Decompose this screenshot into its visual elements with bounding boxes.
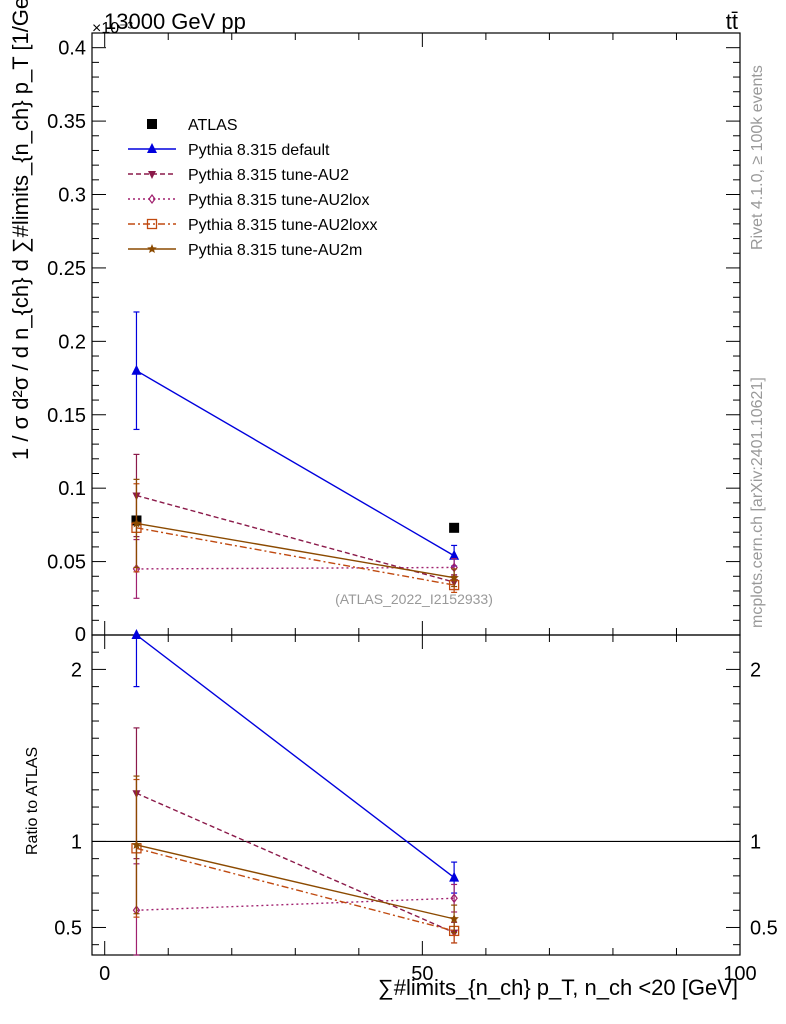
legend-entry-atlas: ATLAS [147,117,238,134]
legend-marker-au2m [147,244,157,253]
series-au2m [131,775,459,934]
ratio-y-ticks: 0.5 0.5 1 1 2 2 [54,651,778,946]
legend: ATLAS Pythia 8.315 default Pythia 8.315 tu… [128,117,377,259]
series-au2loxx [131,778,460,944]
legend-marker-atlas [147,119,157,129]
x-tick-label: 50 [411,963,433,985]
series-au2m [131,478,459,588]
series-au2 [132,453,459,591]
legend-entry-au2: Pythia 8.315 tune-AU2 [128,167,349,184]
legend-marker-au2loxx [146,218,158,230]
legend-label-atlas: ATLAS [188,117,238,134]
series-line-au2m [136,844,455,920]
data-point-default [131,629,142,639]
x-tick-label: 0 [99,963,110,985]
legend-marker-au2 [148,171,156,179]
legend-label-default: Pythia 8.315 default [188,142,330,159]
data-point-au2m [449,572,459,582]
data-point-atlas [449,522,460,533]
main-y-tick-label: 0.1 [58,478,86,500]
data-point-au2m [131,518,142,528]
main-y-tick-label: 0.35 [47,111,86,133]
data-point-default [449,871,460,882]
ratio-y-tick-label: 1 [71,831,82,853]
y-exponent-label: ×10⁻³ [92,20,134,37]
mcplots-label: mcplots.cern.ch [arXiv:2401.10621] [749,377,766,628]
main-y-tick-label: 0.15 [47,405,86,427]
legend-marker-au2lox [148,194,156,204]
main-y-tick-label: 0.05 [47,552,86,574]
legend-label-au2: Pythia 8.315 tune-AU2 [188,167,349,184]
ratio-y-tick-label-right: 1 [750,831,761,853]
series-line-default [136,370,455,557]
series-line-au2 [136,494,455,583]
x-axis-title: ∑#limits_{n_ch} p_T, n_ch <20 [GeV] [378,975,738,1000]
ratio-series-group [131,629,460,956]
main-y-zero-label: 0 [75,624,86,646]
legend-marker-default [147,143,157,153]
main-series-group [131,311,460,599]
main-y-ticks: 0.05 0.1 0.15 0.2 0.25 0.3 0.35 0.4 0 [47,38,740,646]
x-tick-label: 100 [723,963,756,985]
legend-label-au2loxx: Pythia 8.315 tune-AU2loxx [188,217,377,234]
legend-label-au2lox: Pythia 8.315 tune-AU2lox [188,192,369,209]
series-line-au2loxx [136,527,455,586]
main-y-tick-label: 0.25 [47,258,86,280]
series-line-default [136,634,455,879]
series-au2lox [132,863,458,956]
legend-entry-au2lox: Pythia 8.315 tune-AU2lox [128,192,369,209]
main-y-tick-label: 0.4 [58,38,86,60]
series-au2 [132,727,459,944]
legend-entry-au2m: Pythia 8.315 tune-AU2m [128,242,362,259]
ratio-y-tick-label: 2 [71,659,82,681]
data-point-au2m [449,913,459,923]
main-y-tick-label: 0.2 [58,331,86,353]
legend-label-au2m: Pythia 8.315 tune-AU2m [188,242,362,259]
x-ticks: 0 50 100 [99,33,757,985]
data-point-default [131,364,142,375]
data-point-au2lox [450,893,458,904]
series-line-au2 [136,792,455,934]
legend-entry-au2loxx: Pythia 8.315 tune-AU2loxx [128,217,377,234]
main-y-tick-label: 0.3 [58,185,86,207]
series-line-au2loxx [136,847,455,932]
series-line-au2lox [136,566,455,570]
series-au2loxx [131,483,460,594]
ratio-y-tick-label-right: 0.5 [750,917,778,939]
series-default [131,311,460,567]
data-point-au2m [131,839,142,849]
plot-title-left: 13000 GeV pp [104,9,246,34]
analysis-watermark: (ATLAS_2022_I2152933) [335,591,493,607]
series-default [131,629,460,894]
ratio-panel-frame [91,634,741,956]
main-y-axis-title: 1 / σ d²σ / d n_{ch} d ∑#limits_{n_ch} p… [8,0,33,460]
legend-entry-default: Pythia 8.315 default [128,142,330,159]
ratio-y-tick-label: 0.5 [54,917,82,939]
series-line-au2m [136,522,455,579]
plot-title-right: tt̄ [726,9,738,34]
series-au2lox [132,538,458,599]
data-point-default [449,549,460,560]
ratio-y-tick-label-right: 2 [750,659,761,681]
ratio-y-axis-title: Ratio to ATLAS [24,747,41,855]
rivet-version-label: Rivet 4.1.0, ≥ 100k events [749,65,766,250]
